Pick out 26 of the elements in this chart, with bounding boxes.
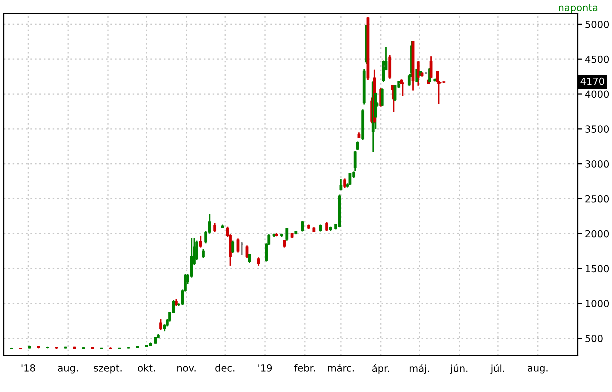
y-tick-label: 500 [586, 335, 603, 342]
x-tick-label: febr. [294, 364, 315, 372]
x-tick-label: aug. [58, 366, 78, 374]
x-tick-label: ápr. [372, 364, 390, 374]
x-tick-label: márc. [328, 364, 354, 372]
y-tick-label: 5000 [586, 20, 610, 28]
y-tick-label: 4000 [585, 90, 610, 98]
x-tick-label: '19 [258, 364, 272, 372]
y-tick-label: 1000 [586, 300, 610, 308]
x-tick-label: júl. [490, 364, 504, 374]
x-tick-label: máj. [410, 364, 430, 374]
y-tick-label: 1500 [586, 265, 610, 273]
x-tick-label: '18 [22, 364, 36, 372]
y-tick-label: 3000 [586, 160, 610, 168]
x-tick-label: szept. [94, 364, 122, 374]
text: 4170 [580, 78, 604, 86]
y-tick-label: 4500 [585, 56, 610, 64]
x-tick-label: jún. [450, 364, 468, 374]
y-tick-label: 2500 [586, 195, 610, 203]
y-tick-label: 3500 [586, 126, 610, 133]
x-tick-label: nov. [178, 366, 196, 372]
x-tick-label: okt. [138, 364, 156, 372]
y-tick-label: 2000 [586, 230, 610, 238]
x-tick-label: dec. [216, 364, 235, 372]
text: naponta [559, 4, 598, 14]
x-tick-label: aug. [528, 366, 548, 374]
